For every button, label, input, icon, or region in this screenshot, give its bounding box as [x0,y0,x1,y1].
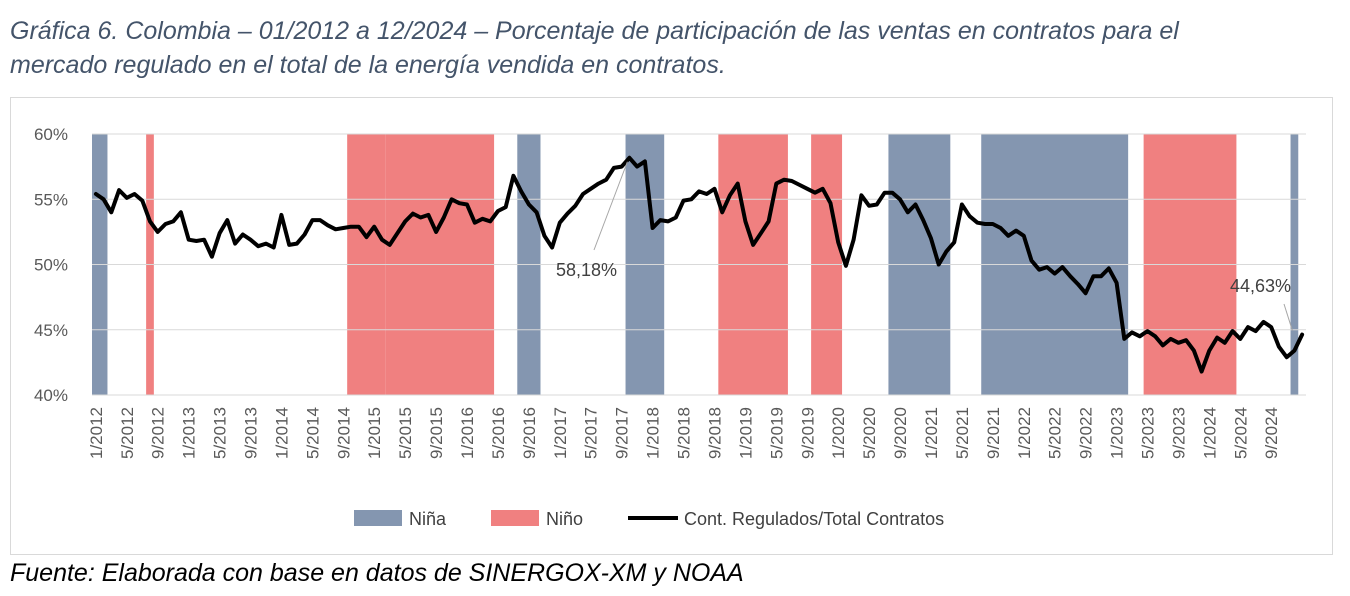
x-tick-label: 9/2017 [613,407,632,459]
x-tick-label: 9/2020 [891,407,910,459]
x-tick-label: 9/2023 [1169,407,1188,459]
x-tick-label: 5/2023 [1138,407,1157,459]
title-line-1: Gráfica 6. Colombia – 01/2012 a 12/2024 … [10,17,1179,45]
x-tick-label: 5/2015 [396,407,415,459]
legend: Niña Niño Cont. Regulados/Total Contratos [354,509,944,529]
x-tick-label: 9/2015 [427,407,446,459]
x-tick-label: 9/2018 [705,407,724,459]
x-tick-label: 1/2019 [736,407,755,459]
x-tick-label: 5/2024 [1231,407,1250,459]
x-tick-label: 1/2016 [458,407,477,459]
x-tick-label: 1/2012 [87,407,106,459]
x-tick-label: 1/2022 [1015,407,1034,459]
legend-label: Niña [409,509,447,529]
x-tick-label: 9/2021 [984,407,1003,459]
y-tick-label: 50% [34,256,68,275]
leader-line [1283,303,1293,331]
y-tick-label: 55% [34,190,68,209]
x-tick-label: 1/2014 [272,407,291,459]
data-label: 44,63% [1230,276,1291,296]
y-tick-label: 40% [34,386,68,405]
y-axis: 40% 45% 50% 55% 60% [34,125,68,405]
legend-swatch-nina [354,510,402,526]
x-tick-label: 9/2013 [242,407,261,459]
gridlines [92,133,1306,396]
x-tick-label: 5/2020 [860,407,879,459]
x-tick-label: 5/2021 [953,407,972,459]
legend-label: Cont. Regulados/Total Contratos [684,509,944,529]
series-layer [93,155,1305,374]
source-note: Fuente: Elaborada con base en datos de S… [10,559,744,587]
leader-line [593,161,628,251]
x-tick-label: 1/2017 [551,407,570,459]
y-tick-label: 60% [34,125,68,144]
legend-label: Niño [546,509,583,529]
x-tick-label: 5/2016 [489,407,508,459]
x-tick-label: 1/2021 [922,407,941,459]
x-tick-label: 1/2023 [1108,407,1127,459]
title-line-2: mercado regulado en el total de la energ… [10,51,726,79]
x-tick-label: 1/2018 [644,407,663,459]
x-tick-label: 1/2013 [180,407,199,459]
series-line [93,155,1305,374]
x-tick-label: 5/2019 [767,407,786,459]
x-tick-label: 5/2018 [675,407,694,459]
x-tick-label: 1/2015 [365,407,384,459]
x-tick-label: 1/2020 [829,407,848,459]
x-axis: 1/2012 5/2012 9/2012 1/2013 5/2013 9/2013 1/20… [87,407,1281,459]
x-tick-label: 5/2022 [1046,407,1065,459]
x-tick-label: 1/2024 [1200,407,1219,459]
x-tick-label: 9/2024 [1262,407,1281,459]
x-tick-label: 9/2012 [149,407,168,459]
x-tick-label: 5/2013 [211,407,230,459]
x-tick-label: 9/2022 [1077,407,1096,459]
x-tick-label: 5/2012 [118,407,137,459]
x-tick-label: 9/2016 [520,407,539,459]
annotations: 58,18% 44,63% [556,161,1293,331]
chart-frame [10,97,1333,555]
x-tick-label: 9/2019 [798,407,817,459]
x-tick-label: 5/2014 [303,407,322,459]
legend-swatch-nino [491,510,539,526]
y-tick-label: 45% [34,321,68,340]
x-tick-label: 9/2014 [334,407,353,459]
chart-title: Gráfica 6. Colombia – 01/2012 a 12/2024 … [10,14,1345,82]
x-tick-label: 5/2017 [582,407,601,459]
data-label: 58,18% [556,260,617,280]
